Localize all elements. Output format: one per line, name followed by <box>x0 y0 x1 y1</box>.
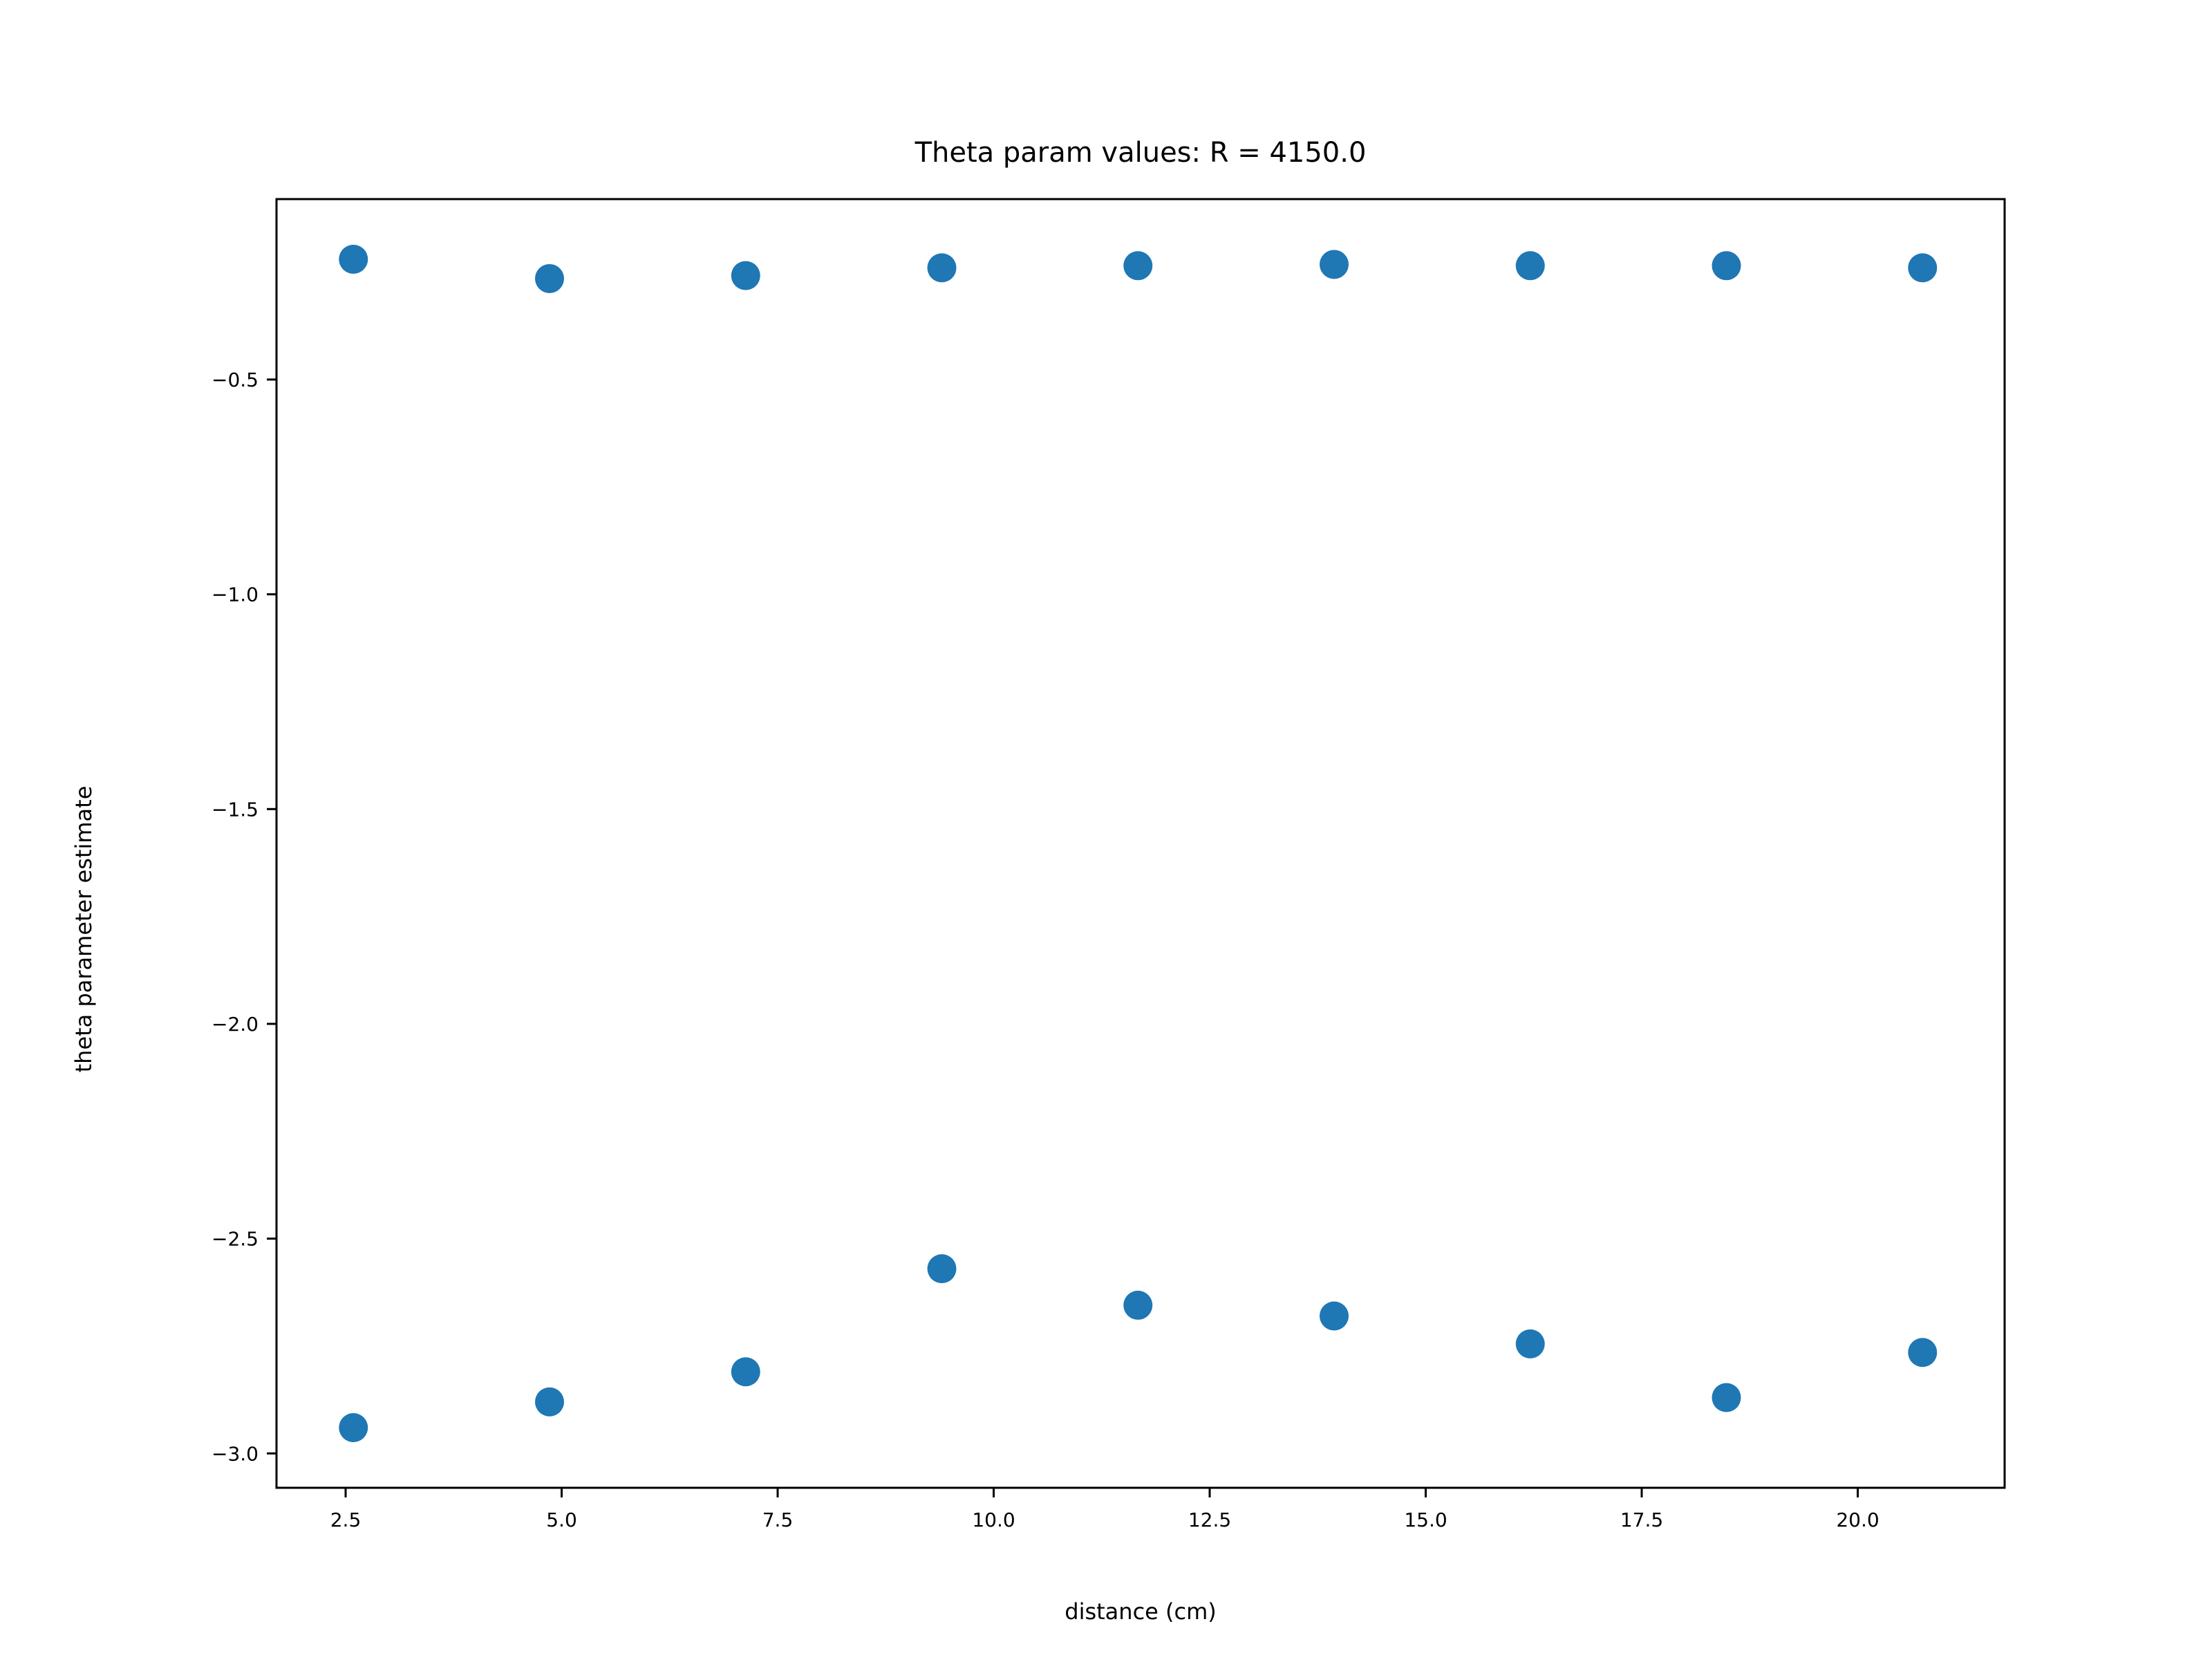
x-axis-label: distance (cm) <box>1065 1598 1217 1625</box>
data-point <box>339 244 368 274</box>
x-tick-label: 15.0 <box>1404 1509 1447 1531</box>
x-tick-label: 20.0 <box>1836 1509 1879 1531</box>
x-axis-ticks: 2.5 5.0 7.5 10.0 12.5 15.0 17.5 20.0 <box>330 1488 1880 1531</box>
y-tick-label: −0.5 <box>212 368 259 391</box>
data-point <box>731 1357 760 1387</box>
y-tick-label: −1.0 <box>212 583 259 606</box>
plot-area-frame <box>275 198 2006 1489</box>
data-point <box>1123 1290 1153 1320</box>
data-point <box>535 1387 564 1417</box>
chart-title: Theta param values: R = 4150.0 <box>915 137 1367 169</box>
y-tick-label: −3.0 <box>212 1442 259 1465</box>
data-point <box>1712 251 1741 281</box>
data-point <box>1320 1301 1349 1331</box>
data-point <box>927 1254 957 1284</box>
data-point <box>1515 251 1545 281</box>
data-point <box>731 261 760 290</box>
data-point <box>535 263 564 293</box>
y-axis-ticks: −0.5 −1.0 −1.5 −2.0 −2.5 −3.0 <box>212 368 276 1465</box>
x-tick-label: 12.5 <box>1188 1509 1231 1531</box>
points-layer <box>339 244 1938 1443</box>
y-tick-label: −1.5 <box>212 798 259 821</box>
data-point <box>1908 1338 1938 1367</box>
data-point <box>927 253 957 283</box>
data-point <box>1320 250 1349 279</box>
x-tick-label: 10.0 <box>972 1509 1015 1531</box>
x-tick-label: 7.5 <box>762 1509 794 1531</box>
x-tick-label: 2.5 <box>330 1509 362 1531</box>
data-point <box>1123 251 1153 281</box>
data-point <box>1515 1329 1545 1358</box>
x-tick-label: 5.0 <box>546 1509 577 1531</box>
y-tick-label: −2.5 <box>212 1228 259 1251</box>
y-tick-label: −2.0 <box>212 1013 259 1036</box>
x-tick-label: 17.5 <box>1620 1509 1663 1531</box>
data-point <box>1712 1383 1741 1412</box>
y-axis-label: theta parameter estimate <box>71 786 97 1073</box>
data-point <box>1908 253 1938 283</box>
data-point <box>339 1413 368 1443</box>
